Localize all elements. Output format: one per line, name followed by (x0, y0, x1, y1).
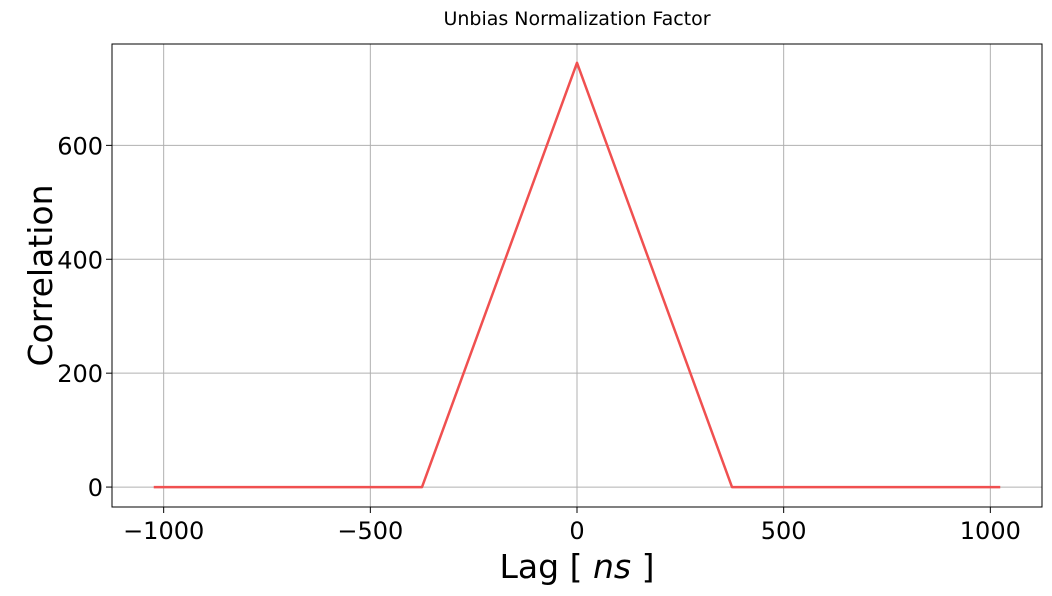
ticks: −1000 −500 0 500 1000 0 200 400 600 (57, 132, 1021, 545)
x-axis-label-suffix: ] (631, 547, 654, 586)
series-layer (153, 61, 1001, 489)
y-tick-label: 600 (57, 132, 103, 160)
series-line (153, 61, 1001, 489)
x-tick-label: 1000 (960, 517, 1021, 545)
x-tick-label: −500 (337, 517, 403, 545)
x-tick-label: 500 (761, 517, 807, 545)
x-tick-label: −1000 (123, 517, 204, 545)
x-axis-label-unit: ns (593, 547, 631, 586)
y-tick-label: 400 (57, 246, 103, 274)
y-tick-label: 0 (88, 474, 103, 502)
x-tick-label: 0 (569, 517, 584, 545)
y-axis-label: Correlation (21, 185, 60, 367)
y-tick-label: 200 (57, 360, 103, 388)
x-axis-label-prefix: Lag [ (500, 547, 593, 586)
chart-title: Unbias Normalization Factor (443, 8, 710, 30)
x-axis-label: Lag [ ns ] (500, 547, 655, 586)
